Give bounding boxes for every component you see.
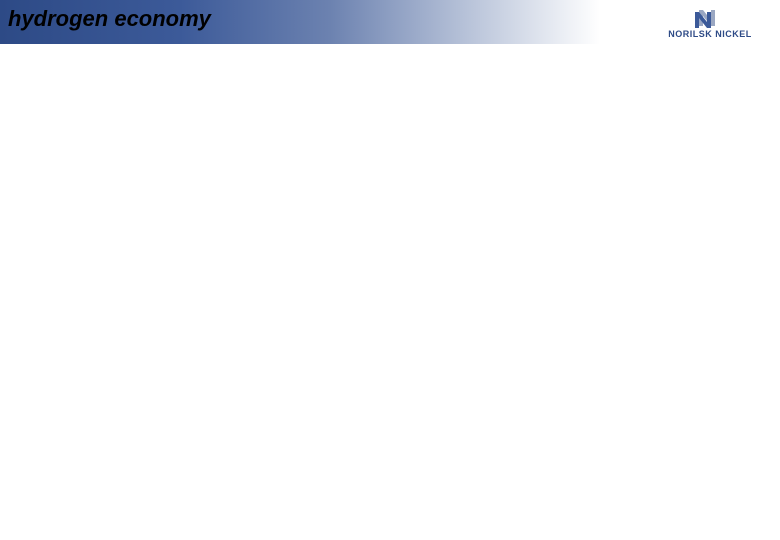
slide-body <box>0 44 780 540</box>
page-title: hydrogen economy <box>8 6 211 32</box>
logo-mark-icon <box>693 6 727 28</box>
slide: hydrogen economy NORILSK NICKEL <box>0 0 780 540</box>
logo-text: NORILSK NICKEL <box>668 29 752 39</box>
company-logo: NORILSK NICKEL <box>650 2 770 42</box>
header-bar: hydrogen economy NORILSK NICKEL <box>0 0 780 44</box>
